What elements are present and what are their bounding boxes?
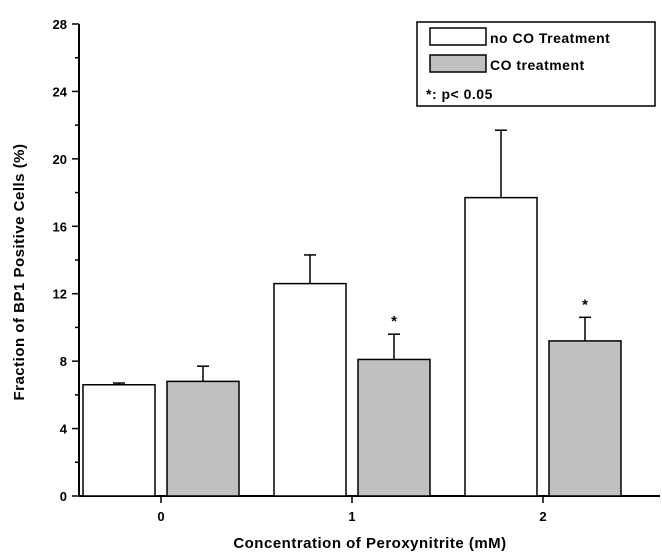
significance-markers: **: [391, 296, 588, 330]
bar-no-co-1: [273, 282, 347, 497]
bar-co-1: [357, 358, 431, 497]
y-tick-label: 12: [53, 287, 67, 302]
y-axis-title: Fraction of BP1 Positive Cells (%): [11, 143, 28, 400]
legend-label-no-co: no CO Treatment: [490, 30, 610, 46]
significance-asterisk: *: [391, 313, 397, 330]
legend-label-co: CO treatment: [490, 57, 585, 73]
legend-swatch-no-co: [429, 27, 487, 46]
x-axis: 0 1 2: [79, 495, 660, 524]
x-tick-label: 2: [539, 509, 546, 524]
y-tick-label: 8: [60, 354, 67, 369]
bars-group: [82, 196, 622, 497]
legend-note: *: p< 0.05: [426, 86, 493, 102]
x-tick-label: 0: [157, 509, 164, 524]
x-axis-title: Concentration of Peroxynitrite (mM): [233, 535, 506, 552]
y-axis: 0 4 8 12 16 20 24 28: [53, 17, 80, 504]
legend: no CO Treatment CO treatment *: p< 0.05: [416, 21, 656, 107]
error-bars-group: [113, 129, 591, 385]
y-tick-label: 16: [53, 219, 67, 234]
y-tick-label: 4: [60, 422, 68, 437]
y-tick-label: 24: [53, 84, 68, 99]
y-tick-label: 28: [53, 17, 67, 32]
bar-no-co-2: [464, 196, 538, 497]
x-tick-label: 1: [348, 509, 355, 524]
bar-co-2: [548, 340, 622, 497]
bar-no-co-0: [82, 383, 156, 497]
bar-co-0: [166, 380, 240, 497]
significance-asterisk: *: [582, 296, 588, 313]
y-tick-label: 0: [60, 489, 67, 504]
legend-swatch-co: [429, 54, 487, 73]
y-tick-label: 20: [53, 152, 67, 167]
